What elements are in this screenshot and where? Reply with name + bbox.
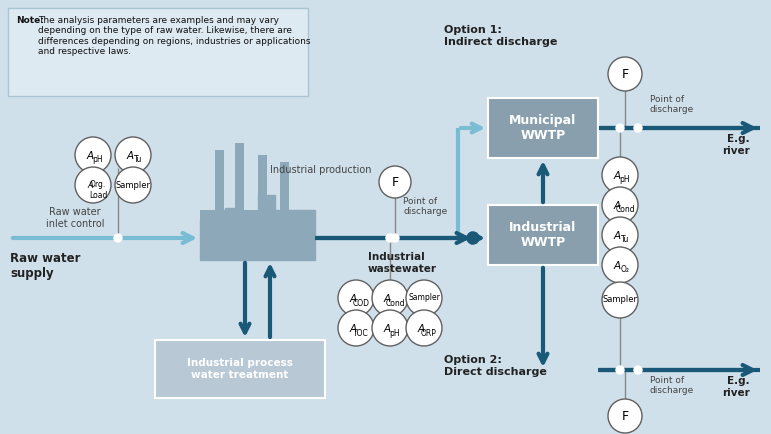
Circle shape (602, 217, 638, 253)
Bar (280, 162, 289, 215)
Text: Option 2:
Direct discharge: Option 2: Direct discharge (444, 355, 547, 377)
Text: Cond: Cond (615, 206, 635, 214)
Text: Sampler: Sampler (408, 293, 440, 302)
Text: F: F (621, 68, 628, 80)
Circle shape (338, 280, 374, 316)
Circle shape (602, 157, 638, 193)
Circle shape (115, 137, 151, 173)
Text: Cond: Cond (386, 299, 405, 308)
Circle shape (372, 310, 408, 346)
Circle shape (75, 167, 111, 203)
Circle shape (616, 124, 624, 132)
Text: Option 1:
Indirect discharge: Option 1: Indirect discharge (444, 25, 557, 46)
Text: Industrial production: Industrial production (270, 165, 372, 175)
Circle shape (372, 280, 408, 316)
Text: The analysis parameters are examples and may vary
depending on the type of raw w: The analysis parameters are examples and… (38, 16, 311, 56)
Circle shape (114, 234, 122, 242)
Circle shape (634, 366, 642, 374)
Text: A: A (349, 294, 356, 304)
Circle shape (608, 399, 642, 433)
Text: Note:: Note: (16, 16, 44, 25)
Circle shape (406, 280, 442, 316)
Text: A: A (349, 324, 356, 334)
Circle shape (616, 366, 624, 374)
Text: Point of
discharge: Point of discharge (650, 95, 694, 115)
Text: COD: COD (352, 299, 369, 308)
Bar (200, 210, 315, 260)
Bar (215, 150, 224, 215)
Text: Point of
discharge: Point of discharge (650, 376, 694, 395)
Text: A: A (614, 261, 621, 271)
Text: A: A (417, 324, 425, 334)
Circle shape (602, 247, 638, 283)
Text: Point of
discharge: Point of discharge (403, 197, 447, 217)
Text: TOC: TOC (353, 329, 369, 338)
Text: A: A (383, 294, 391, 304)
Text: pH: pH (93, 155, 103, 164)
Text: A: A (614, 231, 621, 241)
Circle shape (634, 124, 642, 132)
Polygon shape (200, 195, 315, 260)
FancyBboxPatch shape (8, 8, 308, 96)
Text: O₂: O₂ (621, 266, 629, 274)
Text: F: F (392, 175, 399, 188)
Text: Org.
Load: Org. Load (89, 180, 107, 200)
Circle shape (391, 234, 399, 242)
Circle shape (608, 57, 642, 91)
Text: A: A (614, 201, 621, 211)
Text: A: A (614, 171, 621, 181)
Text: A: A (86, 151, 93, 161)
Circle shape (467, 232, 479, 244)
Text: E.g.
river: E.g. river (722, 134, 750, 156)
FancyBboxPatch shape (155, 340, 325, 398)
Text: ORP: ORP (421, 329, 437, 338)
Text: Municipal
WWTP: Municipal WWTP (510, 114, 577, 142)
Text: Industrial process
water treatment: Industrial process water treatment (187, 358, 293, 380)
Circle shape (602, 187, 638, 223)
Bar (235, 143, 244, 213)
Text: Raw water
supply: Raw water supply (10, 252, 80, 280)
Text: Sampler: Sampler (116, 181, 150, 190)
Text: A: A (383, 324, 391, 334)
Circle shape (379, 166, 411, 198)
Text: Tu: Tu (134, 155, 142, 164)
Text: Industrial
wastewater: Industrial wastewater (368, 252, 437, 273)
Circle shape (115, 167, 151, 203)
Text: Industrial
WWTP: Industrial WWTP (510, 221, 577, 249)
Text: Sampler: Sampler (602, 296, 638, 305)
Text: A: A (126, 151, 133, 161)
Circle shape (386, 234, 394, 242)
Text: F: F (621, 410, 628, 423)
Text: E.g.
river: E.g. river (722, 376, 750, 398)
Text: Tu: Tu (621, 236, 629, 244)
Text: pH: pH (620, 175, 631, 184)
Circle shape (406, 310, 442, 346)
FancyBboxPatch shape (488, 98, 598, 158)
Text: A: A (87, 181, 93, 191)
Text: pH: pH (389, 329, 400, 338)
Bar (258, 155, 267, 215)
FancyBboxPatch shape (488, 205, 598, 265)
Circle shape (75, 137, 111, 173)
Circle shape (602, 282, 638, 318)
Text: Raw water
inlet control: Raw water inlet control (45, 207, 104, 229)
Circle shape (338, 310, 374, 346)
